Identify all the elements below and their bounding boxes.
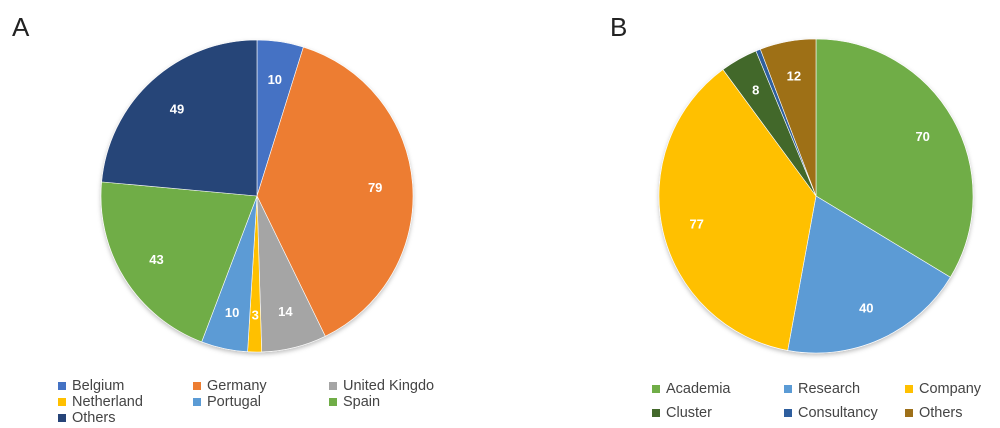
legend-swatch-company <box>905 385 913 393</box>
pie-slice-academia <box>815 38 974 278</box>
data-label-academia: 70 <box>915 129 929 144</box>
pie-chart-b <box>658 38 974 354</box>
legend-label-cluster: Cluster <box>666 405 712 421</box>
data-label-portugal: 10 <box>225 305 239 320</box>
legend-b: Academia Research Company Cluster Consultanc… <box>652 380 998 422</box>
pie-slice-germany <box>256 46 414 337</box>
legend-label-others: Others <box>72 410 116 426</box>
legend-swatch-academia <box>652 385 660 393</box>
data-label-germany: 79 <box>368 180 382 195</box>
legend-item-company: Company <box>905 380 998 398</box>
legend-item-cluster: Cluster <box>652 404 784 422</box>
legend-item-consultancy: Consultancy <box>784 404 905 422</box>
pie-slice-others <box>759 38 817 197</box>
pie-a-data-labels: 10 79 14 3 10 43 49 <box>149 72 382 323</box>
legend-item-germany: Germany <box>193 378 329 394</box>
panel-label-a: A <box>12 12 30 42</box>
legend-swatch-netherland <box>58 398 66 406</box>
legend-label-spain: Spain <box>343 394 381 410</box>
legend-label-consultancy: Consultancy <box>798 405 878 421</box>
legend-item-research: Research <box>784 380 905 398</box>
legend-swatch-spain <box>329 398 337 406</box>
pie-b-data-labels: 70 40 77 8 12 <box>689 69 929 316</box>
legend-swatch-portugal <box>193 398 201 406</box>
legend-label-research: Research <box>798 381 861 397</box>
pie-slice-research <box>787 195 951 354</box>
legend-item-spain: Spain <box>329 394 443 410</box>
data-label-research: 40 <box>859 301 873 316</box>
legend-label-others: Others <box>919 405 963 421</box>
legend-item-others: Others <box>58 410 193 426</box>
data-label-cluster: 8 <box>752 82 759 97</box>
legend-item-netherland: Netherland <box>58 394 193 410</box>
legend-swatch-others <box>58 414 66 422</box>
legend-item-united-kingdom: United Kingdo <box>329 378 443 394</box>
data-label-united-kingdom: 14 <box>278 304 293 319</box>
data-label-others: 12 <box>787 69 801 84</box>
pie-slice-others <box>101 39 258 197</box>
data-label-spain: 43 <box>149 252 163 267</box>
legend-label-united-kingdom: United Kingdo <box>343 378 435 394</box>
pie-slice-company <box>658 69 817 351</box>
legend-item-portugal: Portugal <box>193 394 329 410</box>
legend-swatch-consultancy <box>784 409 792 417</box>
legend-label-germany: Germany <box>207 378 267 394</box>
pie-slice-spain <box>100 181 258 343</box>
legend-label-belgium: Belgium <box>72 378 125 394</box>
legend-label-portugal: Portugal <box>207 394 262 410</box>
legend-label-company: Company <box>919 381 982 397</box>
legend-label-academia: Academia <box>666 381 731 397</box>
legend-swatch-research <box>784 385 792 393</box>
legend-swatch-germany <box>193 382 201 390</box>
legend-swatch-others <box>905 409 913 417</box>
pie-chart-a <box>100 39 414 353</box>
data-label-netherland: 3 <box>252 308 259 323</box>
legend-swatch-united-kingdom <box>329 382 337 390</box>
legend-swatch-cluster <box>652 409 660 417</box>
legend-label-netherland: Netherland <box>72 394 143 410</box>
legend-item-others: Others <box>905 404 998 422</box>
data-label-others: 49 <box>170 102 184 117</box>
data-label-belgium: 10 <box>268 72 282 87</box>
legend-item-belgium: Belgium <box>58 378 193 394</box>
legend-item-academia: Academia <box>652 380 784 398</box>
legend-swatch-belgium <box>58 382 66 390</box>
data-label-company: 77 <box>689 217 703 232</box>
legend-a: Belgium Germany United Kingdo Netherland Por… <box>58 378 443 426</box>
panel-label-b: B <box>610 12 628 42</box>
